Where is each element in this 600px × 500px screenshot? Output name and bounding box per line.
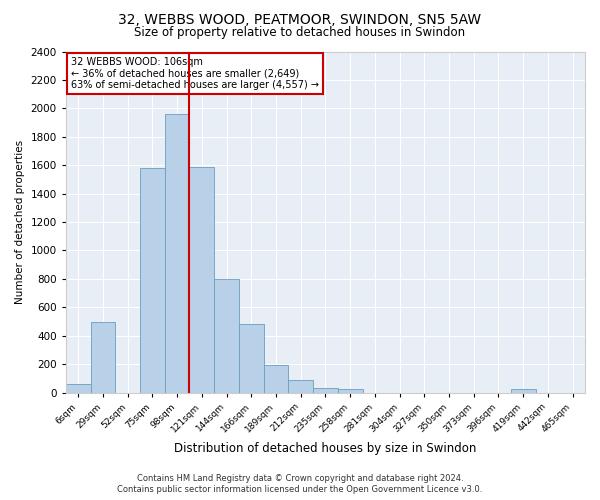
Bar bbox=[140, 168, 165, 392]
Text: Size of property relative to detached houses in Swindon: Size of property relative to detached ho… bbox=[134, 26, 466, 39]
Bar bbox=[190, 166, 214, 392]
Bar bbox=[91, 322, 115, 392]
Bar bbox=[165, 114, 190, 392]
Bar bbox=[263, 365, 289, 392]
Bar bbox=[338, 389, 362, 392]
Bar bbox=[313, 388, 338, 392]
Text: Contains HM Land Registry data © Crown copyright and database right 2024.
Contai: Contains HM Land Registry data © Crown c… bbox=[118, 474, 482, 494]
X-axis label: Distribution of detached houses by size in Swindon: Distribution of detached houses by size … bbox=[174, 442, 476, 455]
Text: 32 WEBBS WOOD: 106sqm
← 36% of detached houses are smaller (2,649)
63% of semi-d: 32 WEBBS WOOD: 106sqm ← 36% of detached … bbox=[71, 56, 319, 90]
Bar bbox=[511, 389, 536, 392]
Bar bbox=[289, 380, 313, 392]
Text: 32, WEBBS WOOD, PEATMOOR, SWINDON, SN5 5AW: 32, WEBBS WOOD, PEATMOOR, SWINDON, SN5 5… bbox=[118, 12, 482, 26]
Bar bbox=[214, 279, 239, 392]
Y-axis label: Number of detached properties: Number of detached properties bbox=[15, 140, 25, 304]
Bar bbox=[66, 384, 91, 392]
Bar bbox=[239, 324, 263, 392]
